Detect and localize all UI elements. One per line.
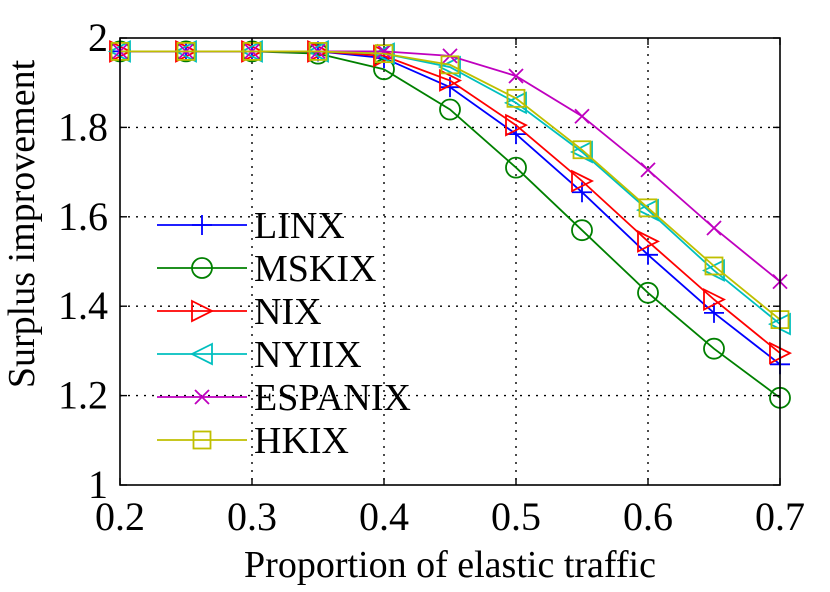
legend-item-linx: LINX: [157, 205, 345, 247]
data-point-espanix: [574, 108, 590, 124]
legend-item-hkix: HKIX: [157, 420, 349, 462]
legend-label-mskix: MSKIX: [254, 248, 376, 290]
legend-marker-linx: [192, 215, 212, 235]
data-point-mskix: [571, 219, 593, 242]
series-line-hkix: [120, 50, 781, 321]
x-tick-label: 0.3: [227, 494, 277, 539]
x-tick-label: 0.7: [755, 494, 805, 539]
data-point-linx: [704, 302, 724, 323]
data-point-hkix: [308, 42, 328, 61]
legend-label-linx: LINX: [254, 205, 345, 247]
legend-item-nix: NIX: [157, 291, 322, 333]
legend-marker-nix: [191, 299, 215, 323]
legend-label-nyiix: NYIIX: [254, 334, 362, 376]
data-point-hkix: [176, 42, 196, 61]
data-point-nyiix: [635, 198, 659, 222]
data-point-nix: [703, 288, 727, 311]
y-tick-label: 1.6: [58, 194, 108, 239]
x-tick-label: 0.5: [491, 494, 541, 539]
plot-frame: [119, 37, 781, 486]
legend-label-espanix: ESPANIX: [254, 377, 411, 419]
data-point-nix: [439, 69, 463, 92]
legend-label-hkix: HKIX: [254, 420, 349, 462]
y-tick-label: 2: [88, 15, 108, 60]
data-point-espanix: [706, 220, 722, 236]
x-tick-label: 0.6: [623, 494, 673, 539]
legend-marker-hkix: [192, 430, 212, 450]
legend-label-nix: NIX: [254, 291, 322, 333]
y-axis-title: Surplus improvement: [1, 59, 43, 388]
data-point-nyiix: [569, 140, 593, 164]
grid-layer: [120, 38, 780, 485]
data-point-hkix: [374, 44, 394, 64]
legend-marker-mskix: [191, 257, 213, 279]
data-point-nix: [637, 229, 661, 253]
data-point-hkix: [638, 198, 658, 218]
data-point-nix: [571, 169, 595, 193]
data-point-mskix: [505, 156, 527, 179]
legend-marker-espanix: [194, 389, 210, 405]
data-point-hkix: [440, 55, 460, 75]
data-point-mskix: [637, 281, 659, 304]
legend-item-mskix: MSKIX: [157, 248, 376, 290]
data-point-hkix: [572, 140, 592, 160]
data-point-nyiix: [437, 55, 461, 79]
data-point-nyiix: [371, 42, 395, 66]
data-point-espanix: [640, 162, 656, 178]
data-point-hkix: [704, 256, 724, 276]
y-tick-label: 1.4: [58, 283, 108, 328]
y-tick-label: 1: [88, 462, 108, 507]
y-tick-label: 1.2: [58, 373, 108, 418]
legend-marker-nyiix: [189, 342, 213, 366]
data-point-hkix: [506, 88, 526, 108]
legend-item-espanix: ESPANIX: [157, 377, 411, 419]
data-point-espanix: [508, 68, 524, 84]
x-tick-label: 0.2: [95, 494, 145, 539]
data-point-espanix: [376, 43, 392, 60]
data-point-nix: [505, 113, 529, 137]
series-line-linx: [120, 50, 781, 366]
ticks-layer: 0.2 0.3 0.4 0.5 0.6 0.7 1 1.2 1.4 1.6 1.8 2: [58, 15, 805, 539]
x-axis-title: Proportion of elastic traffic: [244, 544, 656, 586]
data-point-linx: [638, 244, 658, 265]
legend-item-nyiix: NYIIX: [157, 334, 362, 376]
data-point-mskix: [703, 337, 725, 360]
data-point-mskix: [439, 98, 461, 121]
y-tick-label: 1.8: [58, 104, 108, 149]
x-tick-label: 0.4: [359, 494, 409, 539]
series-linx: [110, 41, 790, 375]
